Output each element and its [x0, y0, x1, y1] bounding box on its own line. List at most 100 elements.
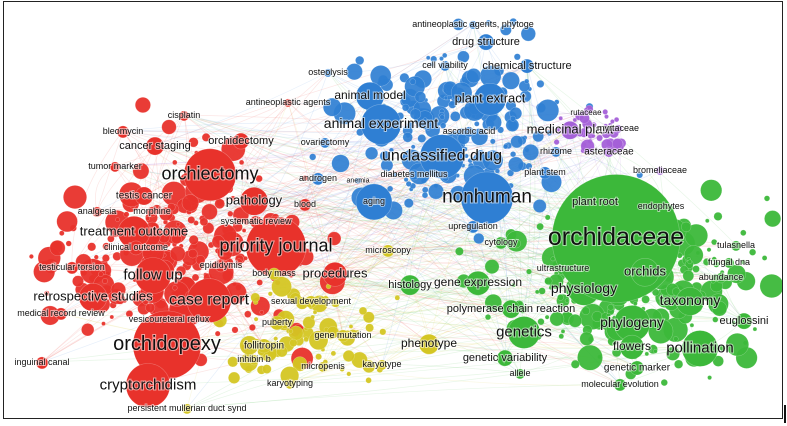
blue-cluster-node[interactable]	[508, 156, 524, 173]
blue-cluster-node[interactable]	[442, 52, 448, 59]
red-cluster-node[interactable]	[101, 321, 106, 326]
node-nonhuman[interactable]	[460, 171, 514, 225]
yellow-cluster-node[interactable]	[348, 324, 354, 329]
blue-cluster-node[interactable]	[509, 18, 518, 27]
node-analgesia[interactable]	[91, 206, 103, 218]
blue-cluster-node[interactable]	[355, 55, 365, 65]
blue-cluster-node[interactable]	[513, 53, 521, 61]
node-label[interactable]: polymerase chain reaction	[446, 302, 576, 316]
purple-cluster-node[interactable]	[558, 116, 563, 121]
node-label[interactable]: animal model	[333, 87, 406, 103]
green-cluster-node[interactable]	[568, 314, 582, 328]
node-label[interactable]: orchiectomy	[160, 162, 259, 184]
node-label[interactable]: taxonomy	[659, 291, 722, 309]
green-cluster-node[interactable]	[579, 331, 594, 346]
blue-cluster-node[interactable]	[409, 78, 417, 85]
green-cluster-node[interactable]	[674, 359, 684, 369]
node-label[interactable]: medicinal plant	[526, 121, 615, 138]
node-label[interactable]: microscopy	[364, 244, 412, 256]
green-cluster-node[interactable]	[700, 179, 723, 202]
green-cluster-node[interactable]	[692, 265, 700, 273]
red-cluster-node[interactable]	[107, 235, 115, 243]
node-label[interactable]: epididymis	[199, 259, 244, 271]
node-medical-record-review[interactable]	[54, 307, 68, 321]
node-label[interactable]: physiology	[550, 279, 618, 297]
red-cluster-node[interactable]	[75, 253, 92, 270]
blue-cluster-node[interactable]	[510, 135, 524, 149]
red-cluster-node[interactable]	[109, 314, 115, 320]
green-cluster-node[interactable]	[484, 314, 492, 321]
yellow-cluster-node[interactable]	[315, 353, 322, 361]
node-animal-experiment[interactable]	[360, 104, 402, 145]
yellow-cluster-node[interactable]	[276, 345, 288, 358]
red-cluster-node[interactable]	[181, 194, 200, 212]
node-bromeliaceae[interactable]	[655, 166, 665, 176]
node-label[interactable]: tulasnella	[716, 239, 756, 251]
red-cluster-node[interactable]	[188, 234, 199, 245]
red-cluster-node[interactable]	[235, 258, 243, 266]
yellow-cluster-node[interactable]	[228, 371, 241, 384]
node-label[interactable]: anemia	[346, 176, 371, 185]
yellow-cluster-node[interactable]	[303, 336, 309, 343]
red-cluster-node[interactable]	[87, 242, 97, 252]
yellow-cluster-node[interactable]	[271, 276, 292, 297]
node-chemical-structure[interactable]	[519, 58, 535, 74]
green-cluster-node[interactable]	[577, 344, 603, 371]
node-gene-mutation[interactable]	[336, 329, 350, 343]
node-testicular-torsion[interactable]	[65, 261, 79, 275]
node-label[interactable]: bromeliaceae	[632, 164, 688, 176]
blue-cluster-node[interactable]	[430, 55, 438, 63]
green-cluster-node[interactable]	[713, 261, 720, 268]
blue-cluster-node[interactable]	[414, 91, 427, 103]
node-label[interactable]: genetics	[495, 322, 553, 341]
blue-cluster-node[interactable]	[402, 132, 413, 143]
red-cluster-node[interactable]	[171, 233, 182, 245]
purple-cluster-node[interactable]	[572, 117, 578, 123]
purple-cluster-node[interactable]	[602, 109, 609, 115]
node-abundance[interactable]	[715, 272, 727, 284]
red-cluster-node[interactable]	[259, 310, 264, 315]
blue-cluster-node[interactable]	[345, 63, 363, 81]
green-cluster-node[interactable]	[764, 210, 782, 228]
yellow-cluster-node[interactable]	[302, 316, 316, 329]
keyword-cooccurrence-network[interactable]: antineoplastic agents, phytoge drug struc…	[4, 2, 783, 419]
green-cluster-node[interactable]	[536, 222, 544, 231]
green-cluster-node[interactable]	[557, 294, 564, 301]
blue-cluster-node[interactable]	[524, 78, 530, 84]
blue-cluster-node[interactable]	[482, 150, 504, 171]
red-cluster-node[interactable]	[142, 297, 150, 305]
red-cluster-node[interactable]	[63, 185, 87, 210]
green-cluster-node[interactable]	[511, 238, 521, 249]
node-plant-stem[interactable]	[538, 166, 552, 180]
node-inhibin-b[interactable]	[248, 354, 260, 366]
node-label[interactable]: osteolysis	[307, 66, 349, 78]
node-cryptorchidism[interactable]	[125, 363, 171, 408]
node-label[interactable]: vesicoureteral reflux	[128, 313, 211, 325]
green-cluster-node[interactable]	[653, 348, 658, 354]
node-label[interactable]: pollination	[665, 338, 735, 357]
node-orchidectomy[interactable]	[232, 132, 250, 150]
yellow-cluster-node[interactable]	[379, 328, 387, 336]
blue-cluster-node[interactable]	[386, 185, 394, 192]
blue-cluster-node[interactable]	[509, 115, 516, 122]
red-cluster-node[interactable]	[28, 254, 34, 259]
red-cluster-node[interactable]	[327, 231, 342, 246]
node-cancer-staging[interactable]	[145, 136, 165, 156]
green-cluster-node[interactable]	[752, 326, 758, 332]
node-label[interactable]: pathology	[225, 192, 284, 209]
node-label[interactable]: animal experiment	[323, 114, 439, 132]
red-cluster-node[interactable]	[161, 119, 177, 135]
node-unclassified-drug[interactable]	[419, 134, 465, 179]
red-cluster-node[interactable]	[241, 228, 247, 233]
node-allele[interactable]	[514, 368, 526, 380]
node-plant-extract[interactable]	[473, 83, 507, 116]
red-cluster-node[interactable]	[231, 326, 239, 334]
blue-cluster-node[interactable]	[421, 192, 429, 199]
node-label[interactable]: asteraceae	[583, 146, 635, 159]
green-cluster-node[interactable]	[607, 304, 614, 311]
purple-cluster-node[interactable]	[613, 116, 620, 123]
purple-cluster-node[interactable]	[590, 133, 596, 139]
green-cluster-node[interactable]	[484, 293, 502, 312]
node-molecular-evolution[interactable]	[613, 378, 627, 392]
node-karyotype[interactable]	[376, 359, 388, 371]
